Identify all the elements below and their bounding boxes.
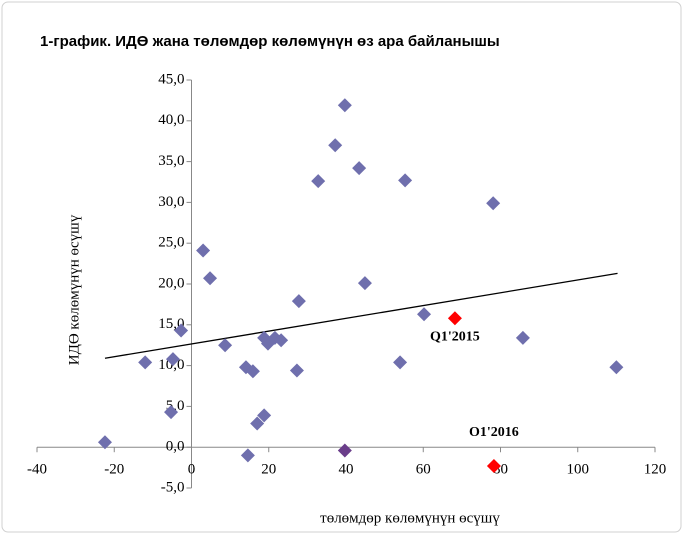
point: [196, 243, 211, 258]
point: [393, 355, 408, 370]
x-tick-label: 20: [261, 462, 276, 478]
point: [447, 311, 462, 326]
point: [328, 138, 343, 153]
point: [417, 307, 432, 322]
x-tick-label: 100: [567, 462, 590, 478]
point: [398, 173, 413, 188]
point: [138, 355, 153, 370]
x-tick-label: 0: [188, 462, 196, 478]
point: [357, 276, 372, 291]
point: [486, 196, 501, 211]
x-tick-label: 40: [339, 462, 354, 478]
point: [274, 333, 289, 348]
x-tick-label: 60: [416, 462, 431, 478]
point: [174, 323, 189, 338]
point: [250, 416, 265, 431]
y-tick-label: 45,0: [158, 71, 184, 87]
y-tick-label: 40,0: [158, 112, 184, 128]
y-tick-label: 20,0: [158, 275, 184, 291]
y-axis-label: ИДӨ көлөмүнүн өсүшү: [66, 214, 82, 365]
point: [311, 174, 326, 189]
point: [245, 364, 260, 379]
point: [337, 443, 352, 458]
chart-title: 1-график. ИДӨ жана төлөмдөр көлөмүнүн өз…: [40, 33, 500, 50]
point-label: Q1'2015: [430, 329, 480, 344]
point: [97, 435, 112, 450]
y-tick-label: 30,0: [158, 194, 184, 210]
point: [515, 330, 530, 345]
point: [609, 360, 624, 375]
point: [486, 458, 501, 473]
x-tick-label: -40: [27, 462, 47, 478]
point: [337, 98, 352, 113]
point-label: O1'2016: [469, 425, 519, 440]
point: [164, 405, 179, 420]
x-axis-label: төлөмдөр көлөмүнүн өсүшү: [320, 510, 500, 526]
y-tick-label: 0,0: [166, 439, 185, 455]
point: [257, 408, 272, 423]
x-tick-label: 120: [644, 462, 667, 478]
point: [240, 448, 255, 463]
point: [165, 352, 180, 367]
point: [289, 363, 304, 378]
point: [352, 161, 367, 176]
point: [218, 338, 233, 353]
trendline: [104, 272, 618, 359]
y-tick-label: -5,0: [161, 479, 185, 495]
y-tick-label: 25,0: [158, 235, 184, 251]
x-tick-label: -20: [104, 462, 124, 478]
point: [291, 294, 306, 309]
point: [203, 271, 218, 286]
y-tick-label: 35,0: [158, 153, 184, 169]
